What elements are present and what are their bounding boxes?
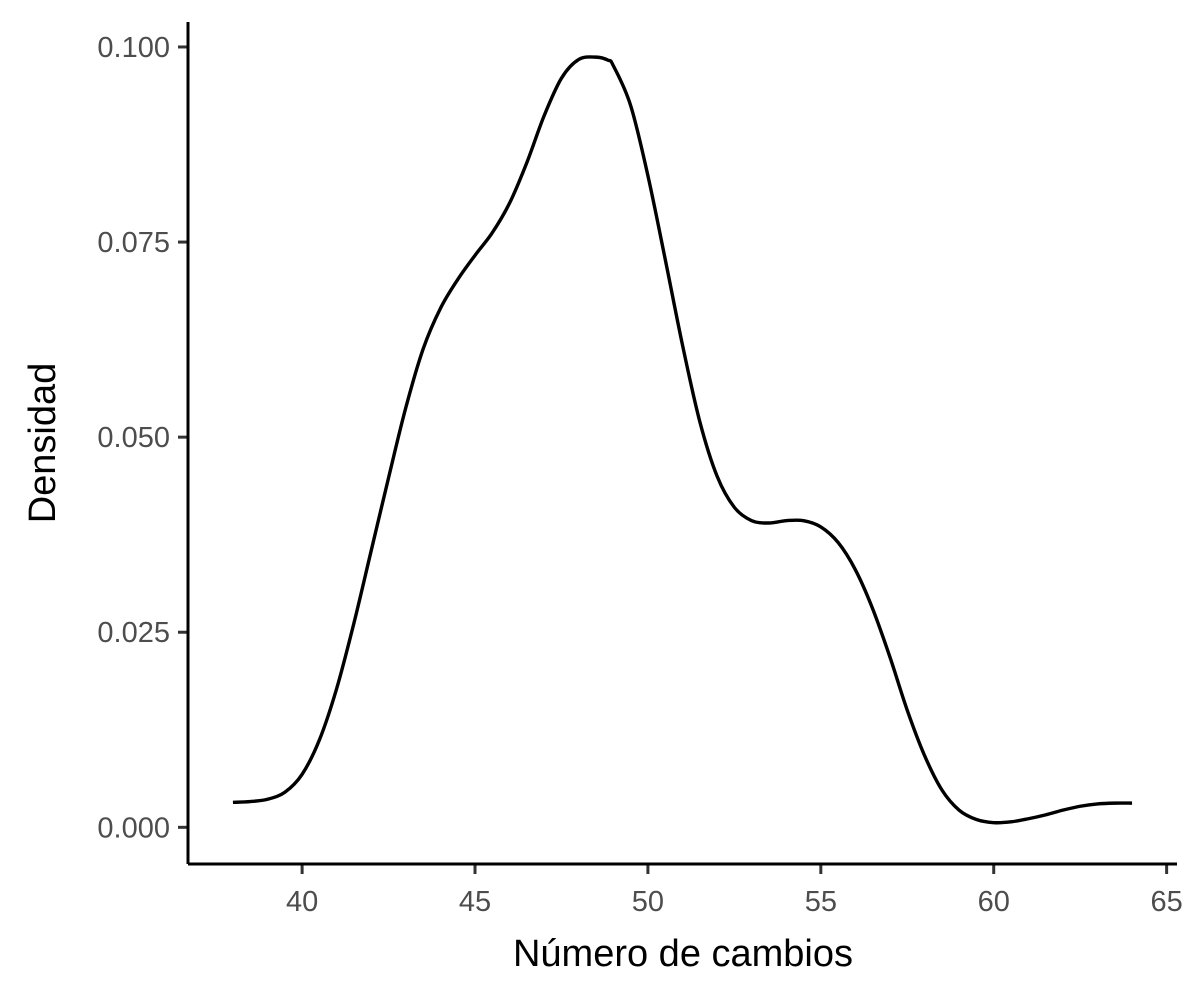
y-tick-label: 0.075 [97, 227, 170, 259]
x-tick-label: 45 [459, 886, 491, 918]
y-tick-label: 0.050 [97, 422, 170, 454]
x-tick-label: 50 [632, 886, 664, 918]
x-tick-label: 60 [978, 886, 1010, 918]
y-tick-label: 0.100 [97, 32, 170, 64]
x-tick-label: 55 [805, 886, 837, 918]
x-axis-title: Número de cambios [513, 933, 853, 975]
y-axis-ticks: 0.000 0.025 0.050 0.075 0.100 [97, 32, 188, 844]
x-axis-ticks: 40 45 50 55 60 65 [286, 864, 1183, 918]
series-layer [232, 55, 1133, 825]
y-tick-label: 0.025 [97, 617, 170, 649]
y-axis-title: Densidad [22, 363, 64, 524]
density-curve [232, 55, 1133, 825]
x-tick-label: 65 [1150, 886, 1182, 918]
y-tick-label: 0.000 [97, 812, 170, 844]
x-tick-label: 40 [286, 886, 318, 918]
